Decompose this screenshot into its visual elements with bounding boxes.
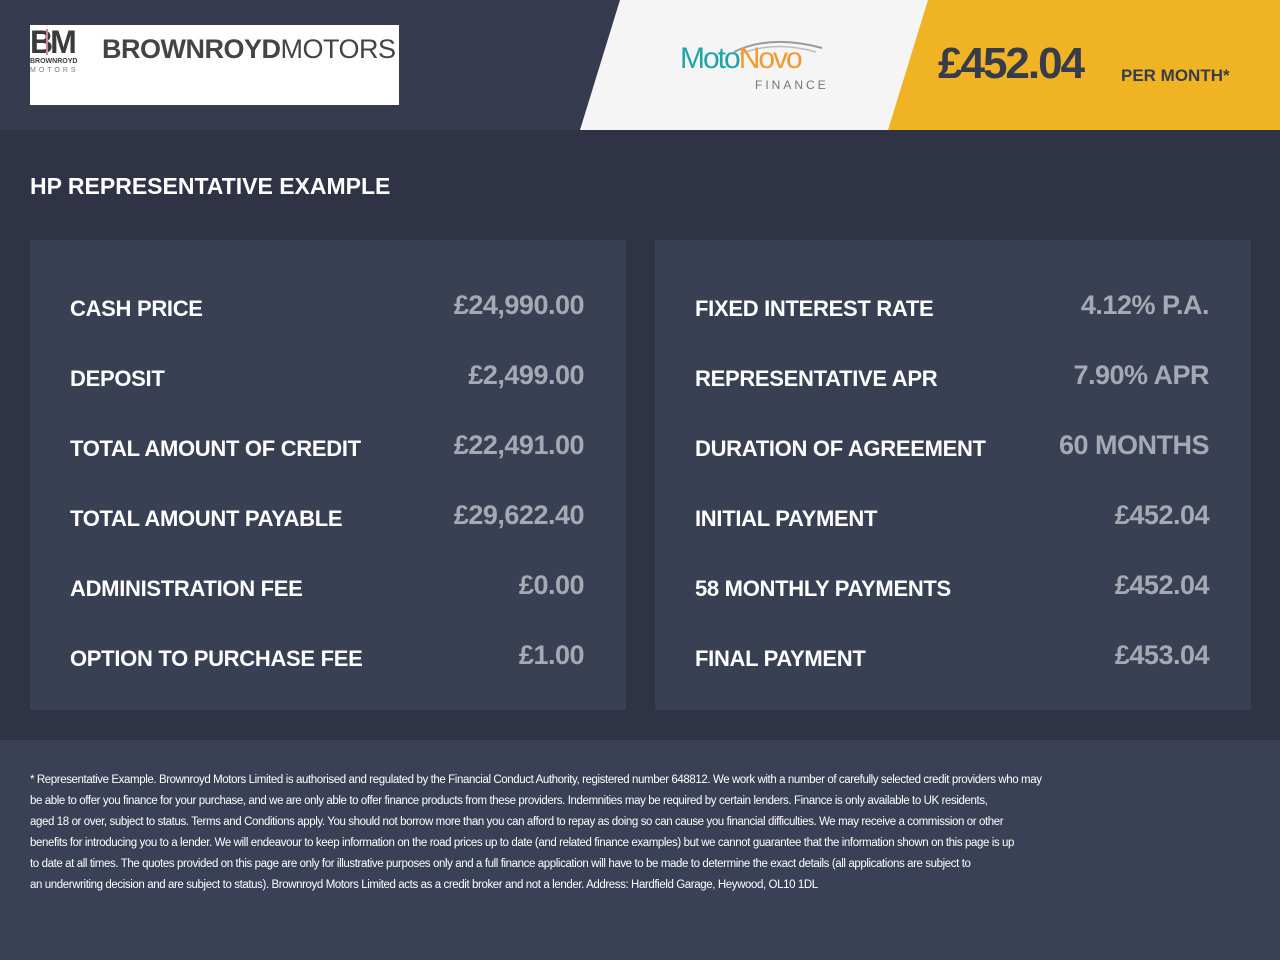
row-value: £0.00 bbox=[518, 570, 585, 600]
table-row: ADMINISTRATION FEE £0.00 bbox=[70, 566, 585, 606]
table-row: INITIAL PAYMENT £452.04 bbox=[695, 496, 1210, 536]
per-month-label: PER MONTH* bbox=[1121, 66, 1230, 85]
row-value: 4.12% P.A. bbox=[1080, 290, 1210, 320]
monogram-sub2: MOTORS bbox=[30, 67, 79, 74]
section-title: HP REPRESENTATIVE EXAMPLE bbox=[30, 173, 391, 199]
row-label: FINAL PAYMENT bbox=[695, 646, 866, 671]
table-row: REPRESENTATIVE APR 7.90% APR bbox=[695, 356, 1209, 396]
row-label: CASH PRICE bbox=[70, 296, 203, 321]
row-value: £24,990.00 bbox=[453, 290, 585, 320]
price-panel bbox=[888, 0, 1280, 130]
row-label: INITIAL PAYMENT bbox=[695, 506, 878, 531]
row-label: FIXED INTEREST RATE bbox=[695, 296, 934, 321]
logo-finance-sub: FINANCE bbox=[755, 78, 829, 92]
row-value: £22,491.00 bbox=[453, 430, 585, 460]
disclaimer-line: an underwriting decision and are subject… bbox=[30, 879, 818, 891]
row-value: 7.90% APR bbox=[1073, 360, 1209, 390]
finance-provider-panel bbox=[580, 0, 940, 130]
table-row: DURATION OF AGREEMENT 60 MONTHS bbox=[695, 426, 1210, 466]
motonovo-logo: MotoNovo bbox=[680, 42, 803, 76]
row-value: £29,622.40 bbox=[453, 500, 585, 530]
disclaimer-footer: * Representative Example. Brownroyd Moto… bbox=[0, 740, 1280, 960]
row-label: DEPOSIT bbox=[70, 366, 165, 391]
table-row: TOTAL AMOUNT OF CREDIT £22,491.00 bbox=[70, 426, 585, 466]
monogram-sub1: BROWNROYD bbox=[30, 58, 78, 65]
row-value: £452.04 bbox=[1114, 500, 1210, 530]
row-label: ADMINISTRATION FEE bbox=[70, 576, 303, 601]
row-label: 58 MONTHLY PAYMENTS bbox=[695, 576, 951, 601]
dealer-name: BROWNROYDMOTORS bbox=[102, 33, 396, 65]
row-value: £1.00 bbox=[518, 640, 585, 670]
table-row: TOTAL AMOUNT PAYABLE £29,622.40 bbox=[70, 496, 585, 536]
monogram-text: BM bbox=[30, 24, 77, 60]
car-swoosh-icon bbox=[733, 40, 823, 55]
table-row: 58 MONTHLY PAYMENTS £452.04 bbox=[695, 566, 1210, 606]
dealer-name-light: MOTORS bbox=[280, 34, 397, 64]
dealer-monogram: BM BROWNROYD MOTORS bbox=[30, 24, 86, 79]
row-label: TOTAL AMOUNT PAYABLE bbox=[70, 506, 343, 531]
row-label: TOTAL AMOUNT OF CREDIT bbox=[70, 436, 361, 461]
disclaimer-line: be able to offer you finance for your pu… bbox=[30, 795, 988, 807]
right-finance-table: FIXED INTEREST RATE 4.12% P.A. REPRESENTAT… bbox=[655, 240, 1251, 710]
row-label: DURATION OF AGREEMENT bbox=[695, 436, 986, 461]
logo-part2: Novo bbox=[738, 42, 803, 75]
row-value: 60 MONTHS bbox=[1058, 430, 1210, 460]
monogram-divider bbox=[46, 29, 48, 55]
disclaimer-line: * Representative Example. Brownroyd Moto… bbox=[30, 774, 1042, 786]
table-row: FINAL PAYMENT £453.04 bbox=[695, 636, 1210, 676]
disclaimer-text: * Representative Example. Brownroyd Moto… bbox=[30, 770, 1042, 896]
left-finance-table: CASH PRICE £24,990.00 DEPOSIT £2,499.00 TOTA… bbox=[30, 240, 626, 710]
dealer-name-bold: BROWNROYD bbox=[102, 34, 281, 64]
row-value: £452.04 bbox=[1114, 570, 1210, 600]
row-value: £453.04 bbox=[1114, 640, 1210, 670]
monthly-price: £452.04 bbox=[938, 39, 1085, 88]
disclaimer-line: benefits for introducing you to a lender… bbox=[30, 837, 1015, 849]
row-label: OPTION TO PURCHASE FEE bbox=[70, 646, 363, 671]
disclaimer-line: aged 18 or over, subject to status. Term… bbox=[30, 816, 1004, 828]
header: BM BROWNROYD MOTORS BROWNROYDMOTORS Moto… bbox=[0, 0, 1280, 130]
row-value: £2,499.00 bbox=[468, 360, 584, 390]
table-row: CASH PRICE £24,990.00 bbox=[70, 286, 585, 326]
table-row: FIXED INTEREST RATE 4.12% P.A. bbox=[695, 286, 1210, 326]
table-row: DEPOSIT £2,499.00 bbox=[70, 356, 584, 396]
dealer-logo: BM BROWNROYD MOTORS BROWNROYDMOTORS bbox=[30, 25, 399, 105]
table-row: OPTION TO PURCHASE FEE £1.00 bbox=[70, 636, 585, 676]
disclaimer-line: to date at all times. The quotes provide… bbox=[30, 858, 971, 870]
row-label: REPRESENTATIVE APR bbox=[695, 366, 938, 391]
logo-part1: Moto bbox=[680, 42, 741, 75]
